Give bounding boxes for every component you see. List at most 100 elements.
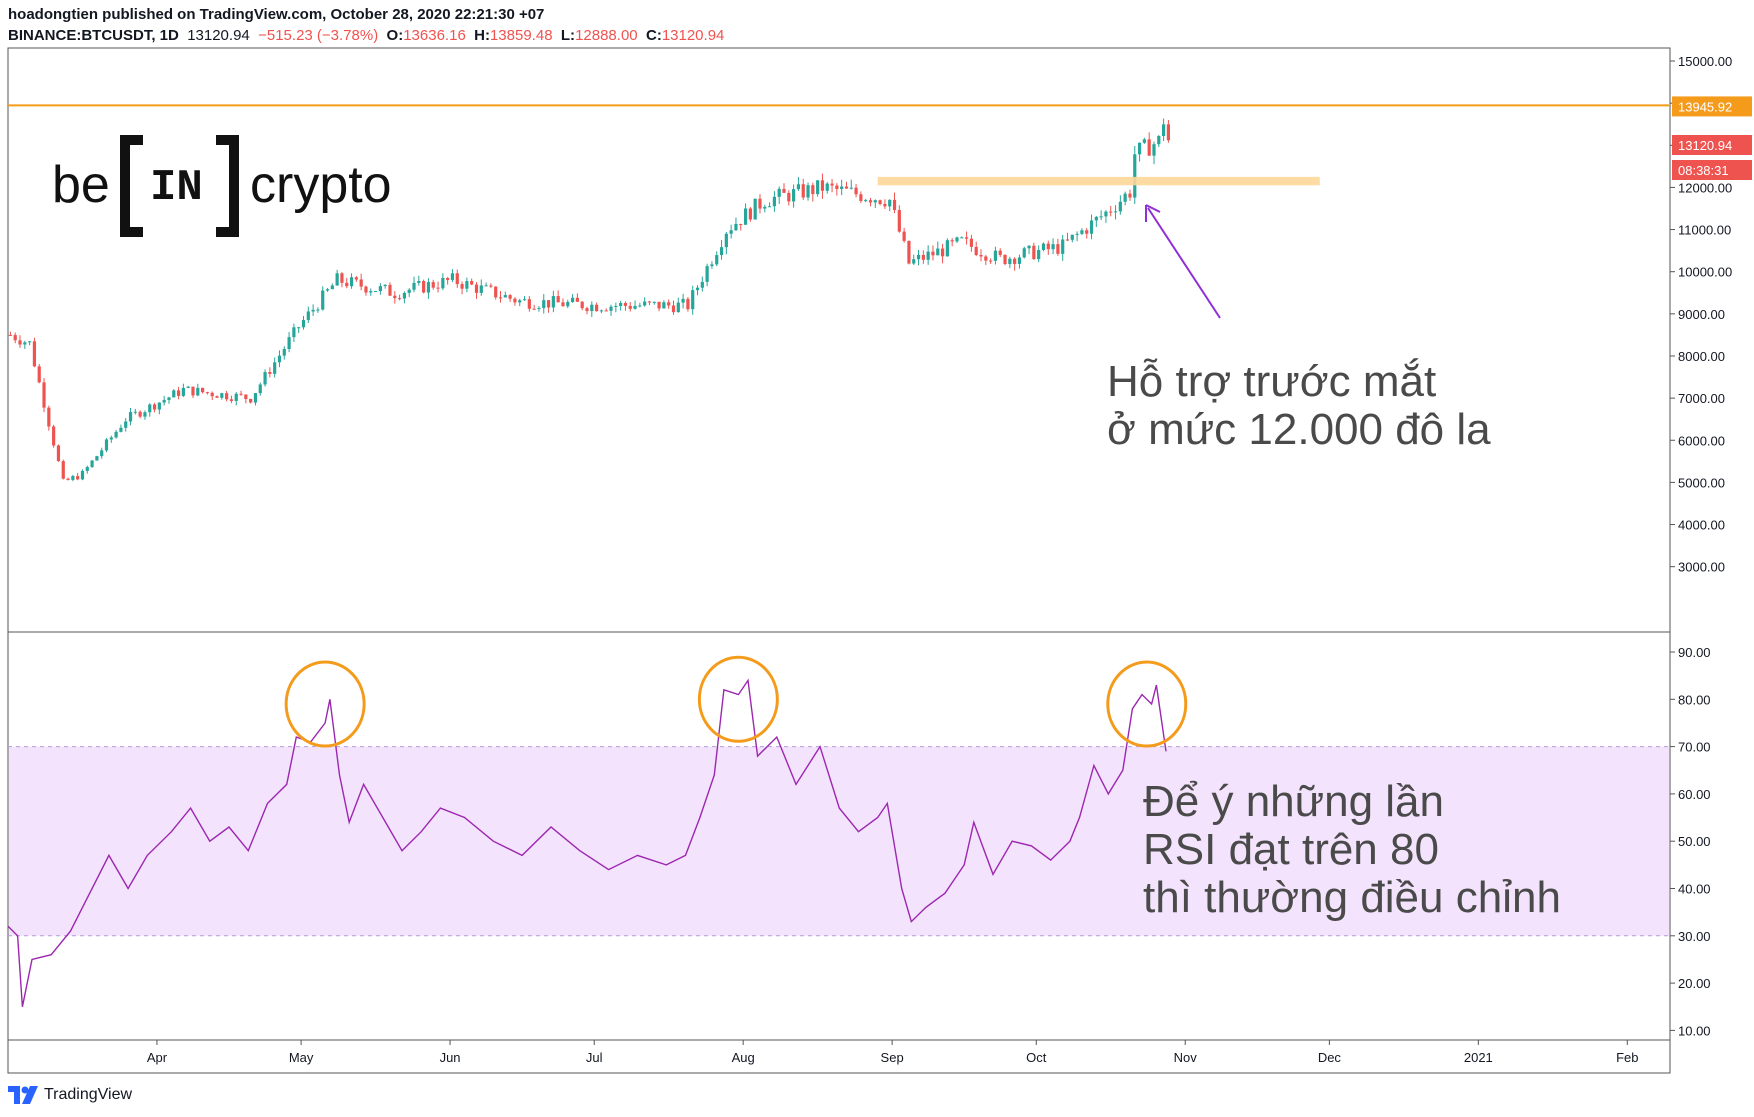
candle-body xyxy=(297,327,301,329)
candle-body xyxy=(393,295,397,299)
open-value: 13636.16 xyxy=(403,27,466,44)
candle-body xyxy=(1089,220,1094,234)
publisher-line: hoadongtien published on TradingView.com… xyxy=(8,6,544,23)
candle-body xyxy=(566,302,570,307)
candle-body xyxy=(556,296,560,303)
logo-right-bracket xyxy=(216,135,239,237)
candle-body xyxy=(287,337,291,350)
candle-body xyxy=(916,254,921,260)
rsi-tick-label: 40.00 xyxy=(1678,882,1711,897)
price-tick-label: 10000.00 xyxy=(1678,265,1732,280)
time-tick-label: Feb xyxy=(1616,1050,1638,1065)
candle-body xyxy=(249,399,253,403)
candle-body xyxy=(1113,211,1118,213)
time-tick-label: May xyxy=(289,1050,314,1065)
candle-body xyxy=(960,237,964,239)
candle-body xyxy=(37,366,41,383)
logo-be-text: be xyxy=(52,156,110,214)
candle-body xyxy=(104,439,109,451)
candle-body xyxy=(546,300,551,308)
candle-body xyxy=(1085,230,1089,234)
rsi-band xyxy=(9,746,1669,936)
rsi-tick-label: 20.00 xyxy=(1678,976,1711,991)
time-tick-label: Dec xyxy=(1318,1050,1342,1065)
candle-body xyxy=(229,399,234,401)
candle-body xyxy=(734,223,738,231)
candle-body xyxy=(777,188,781,197)
rsi-tick-label: 30.00 xyxy=(1678,929,1711,944)
candle-body xyxy=(647,301,652,303)
candle-body xyxy=(455,273,459,285)
candle-body xyxy=(513,298,517,303)
candle-body xyxy=(590,304,594,312)
price-tick-label: 12000.00 xyxy=(1678,180,1732,195)
candle-body xyxy=(186,386,190,388)
candle-body xyxy=(1162,124,1166,136)
candle-body xyxy=(1137,142,1142,155)
candle-body xyxy=(90,460,94,468)
support-zone xyxy=(877,176,1320,186)
candle-body xyxy=(1061,239,1065,254)
candle-body xyxy=(215,396,219,398)
candle-body xyxy=(95,456,99,461)
price-tick-label: 9000.00 xyxy=(1678,307,1725,322)
candle-body xyxy=(695,287,700,291)
candle-body xyxy=(1032,245,1036,260)
candle-body xyxy=(1008,258,1012,264)
candle-body xyxy=(1128,193,1132,198)
candle-body xyxy=(816,180,820,195)
candle-body xyxy=(8,334,12,336)
candle-body xyxy=(460,284,464,289)
candle-body xyxy=(782,188,786,193)
candle-body xyxy=(599,310,604,312)
price-tick-label: 8000.00 xyxy=(1678,349,1725,364)
candle-body xyxy=(1080,230,1084,234)
candle-body xyxy=(964,237,969,239)
last-price-label: 13120.94 xyxy=(1678,138,1732,153)
candle-body xyxy=(498,297,503,299)
rsi-band-layer xyxy=(8,746,1670,937)
candle-body xyxy=(157,402,161,410)
candle-body xyxy=(412,282,416,290)
candle-body xyxy=(508,295,512,299)
candle-body xyxy=(340,273,344,283)
candle-body xyxy=(268,372,272,374)
candle-body xyxy=(864,200,868,202)
candle-body xyxy=(263,372,267,385)
ohlc-line: BINANCE:BTCUSDT, 1D 13120.94 −515.23 (−3… xyxy=(8,27,724,44)
candle-body xyxy=(1142,139,1146,143)
candle-body xyxy=(321,290,325,310)
rsi-tick-label: 80.00 xyxy=(1678,692,1711,707)
candle-body xyxy=(580,301,584,309)
price-tick-label: 7000.00 xyxy=(1678,391,1725,406)
candle-body xyxy=(253,393,258,403)
candle-body xyxy=(1147,139,1151,156)
close-label: C: xyxy=(645,27,662,44)
rsi-overbought-circle xyxy=(1106,660,1188,748)
candle-body xyxy=(225,393,229,400)
candle-body xyxy=(133,411,137,413)
candles-layer xyxy=(8,118,1171,482)
candle-body xyxy=(465,281,469,289)
candle-body xyxy=(542,300,546,309)
candle-body xyxy=(354,277,358,280)
candle-body xyxy=(431,282,435,288)
candle-body xyxy=(522,299,527,301)
candle-body xyxy=(292,327,296,338)
candle-body xyxy=(974,246,978,255)
candle-body xyxy=(518,300,522,303)
time-tick-label: Apr xyxy=(147,1050,168,1065)
candle-body xyxy=(71,476,75,480)
candle-body xyxy=(681,298,685,303)
candle-body xyxy=(1051,244,1055,250)
candle-body xyxy=(162,399,166,403)
rsi-overbought-circle xyxy=(284,660,366,748)
rsi-annotation-line: RSI đạt trên 80 xyxy=(1143,825,1439,874)
time-tick-label: Sep xyxy=(881,1050,904,1065)
candle-body xyxy=(931,251,935,256)
candle-body xyxy=(748,208,752,220)
candle-body xyxy=(201,387,205,393)
candle-body xyxy=(1037,250,1041,260)
candle-body xyxy=(633,305,637,309)
